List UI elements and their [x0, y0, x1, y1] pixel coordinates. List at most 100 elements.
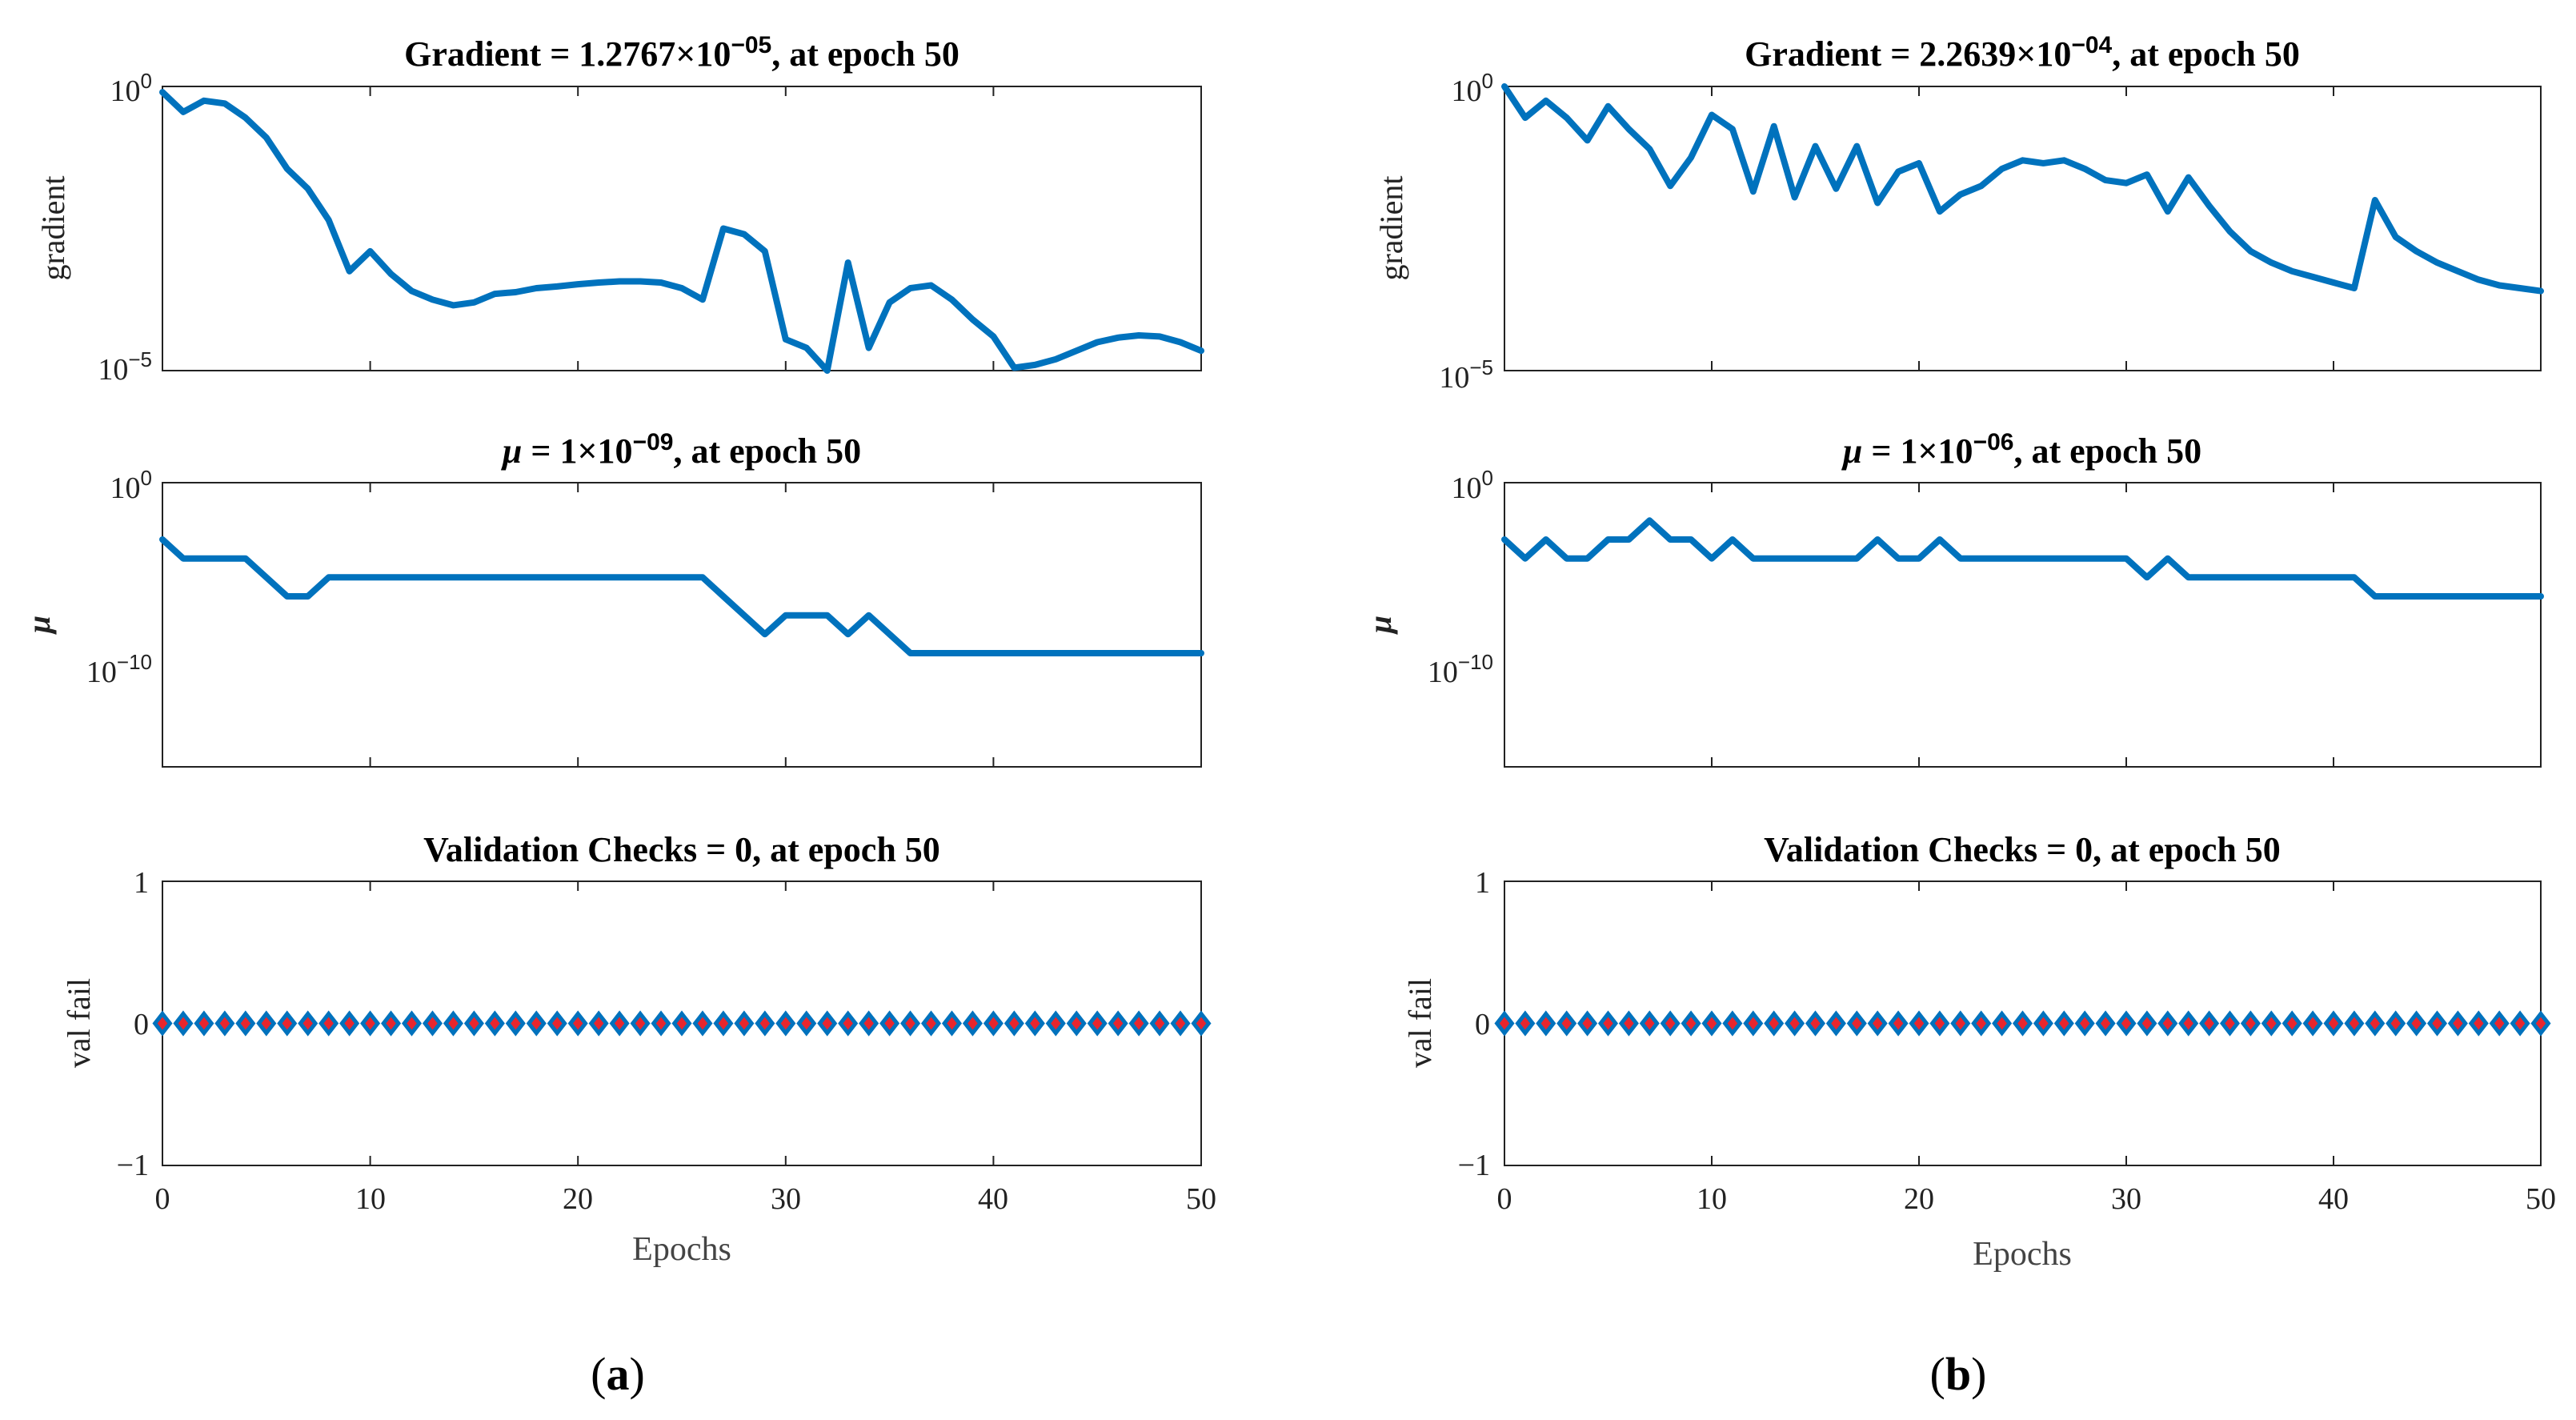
- data-point: [796, 1010, 817, 1037]
- x-tick-label: 30: [2111, 1182, 2141, 1216]
- data-point: [2386, 1010, 2406, 1037]
- data-point: [173, 1010, 194, 1037]
- data-point: [2365, 1010, 2386, 1037]
- data-point: [755, 1010, 775, 1037]
- chart-b-gradient: Gradient = 2.2639×10−04, at epoch 50 100…: [1373, 32, 2544, 395]
- data-point: [277, 1010, 298, 1037]
- x-tick-label: 40: [2318, 1182, 2349, 1216]
- data-point: [900, 1010, 921, 1037]
- data-point: [1743, 1010, 1764, 1037]
- data-point: [152, 1010, 173, 1037]
- data-point: [2530, 1010, 2551, 1037]
- data-point: [1170, 1010, 1191, 1037]
- mu-series: [1501, 517, 2544, 600]
- x-tick-label: 50: [2526, 1182, 2556, 1216]
- y-axis-label: gradient: [35, 175, 71, 280]
- data-point: [1909, 1010, 1929, 1037]
- data-point: [1929, 1010, 1950, 1037]
- y-tick-label: 1: [1475, 866, 1490, 900]
- data-point: [381, 1010, 402, 1037]
- data-point: [422, 1010, 443, 1037]
- validation-series: [1494, 1010, 2551, 1037]
- data-point: [879, 1010, 900, 1037]
- panel-b: Gradient = 2.2639×10−04, at epoch 50 100…: [1362, 32, 2556, 1400]
- y-tick-label: 10−5: [1439, 355, 1493, 395]
- chart-b-validation: Validation Checks = 0, at epoch 50 1 0 −…: [1402, 830, 2556, 1273]
- data-point: [339, 1010, 360, 1037]
- data-point: [2137, 1010, 2157, 1037]
- data-point: [567, 1010, 588, 1037]
- data-point: [1785, 1010, 1805, 1037]
- x-tick-label: 30: [771, 1182, 801, 1216]
- data-point: [547, 1010, 567, 1037]
- chart-a-mu: μ = 1×10−09, at epoch 50 100 10−10 μ: [21, 429, 1204, 768]
- data-point: [962, 1010, 983, 1037]
- panel-label-a: (a): [591, 1348, 645, 1400]
- data-point: [2468, 1010, 2489, 1037]
- data-point: [2261, 1010, 2282, 1037]
- panel-label-b: (b): [1930, 1348, 1987, 1400]
- data-point: [2447, 1010, 2468, 1037]
- data-point: [484, 1010, 505, 1037]
- y-tick-label: −1: [117, 1149, 149, 1182]
- data-point: [1764, 1010, 1785, 1037]
- x-tick-label: 40: [978, 1182, 1008, 1216]
- gradient-series: [1501, 83, 2544, 295]
- y-tick-label: 0: [1475, 1008, 1490, 1041]
- data-point: [2074, 1010, 2095, 1037]
- data-point: [526, 1010, 547, 1037]
- data-point: [1045, 1010, 1066, 1037]
- data-point: [1597, 1010, 1619, 1037]
- x-tick-label: 0: [155, 1182, 170, 1216]
- data-point: [235, 1010, 256, 1037]
- data-point: [2053, 1010, 2074, 1037]
- data-point: [2323, 1010, 2344, 1037]
- data-point: [1701, 1010, 1722, 1037]
- series-line: [1501, 517, 2544, 600]
- plot-frame: [1504, 86, 2542, 371]
- x-tick-label: 20: [563, 1182, 593, 1216]
- x-tick-label: 0: [1497, 1182, 1512, 1216]
- validation-series: [152, 1010, 1212, 1037]
- series-line: [159, 536, 1204, 656]
- data-point: [1128, 1010, 1149, 1037]
- data-point: [2219, 1010, 2241, 1037]
- data-point: [713, 1010, 734, 1037]
- data-point: [2426, 1010, 2448, 1037]
- y-axis-label: μ: [1362, 616, 1398, 635]
- data-point: [2012, 1010, 2033, 1037]
- y-tick-label: 1: [134, 866, 149, 900]
- y-tick-label: 100: [1452, 69, 1493, 108]
- data-point: [2406, 1010, 2427, 1037]
- data-point: [2344, 1010, 2365, 1037]
- x-axis-label: Epochs: [632, 1231, 731, 1268]
- data-point: [692, 1010, 713, 1037]
- data-point: [2178, 1010, 2199, 1037]
- data-point: [2199, 1010, 2220, 1037]
- data-point: [1846, 1010, 1867, 1037]
- data-point: [2489, 1010, 2510, 1037]
- y-tick-label: 0: [134, 1008, 149, 1041]
- chart-title: Validation Checks = 0, at epoch 50: [423, 830, 940, 869]
- x-tick-label: 50: [1186, 1182, 1216, 1216]
- data-point: [1004, 1010, 1024, 1037]
- x-tick-marks: [162, 86, 1202, 371]
- data-point: [734, 1010, 755, 1037]
- panel-a: Gradient = 1.2767×10−05, at epoch 50 100…: [21, 32, 1216, 1400]
- data-point: [588, 1010, 609, 1037]
- x-tick-marks: [1504, 881, 2542, 1165]
- plot-frame: [162, 86, 1202, 371]
- data-point: [1992, 1010, 2013, 1037]
- data-point: [1556, 1010, 1577, 1037]
- x-tick-label: 10: [355, 1182, 386, 1216]
- y-tick-label: 100: [1452, 466, 1493, 505]
- data-point: [1191, 1010, 1212, 1037]
- data-point: [194, 1010, 214, 1037]
- y-axis-label: gradient: [1373, 175, 1409, 280]
- data-point: [1149, 1010, 1170, 1037]
- data-point: [1108, 1010, 1128, 1037]
- data-point: [2095, 1010, 2116, 1037]
- series-line: [159, 89, 1204, 374]
- y-tick-label: −1: [1458, 1149, 1490, 1182]
